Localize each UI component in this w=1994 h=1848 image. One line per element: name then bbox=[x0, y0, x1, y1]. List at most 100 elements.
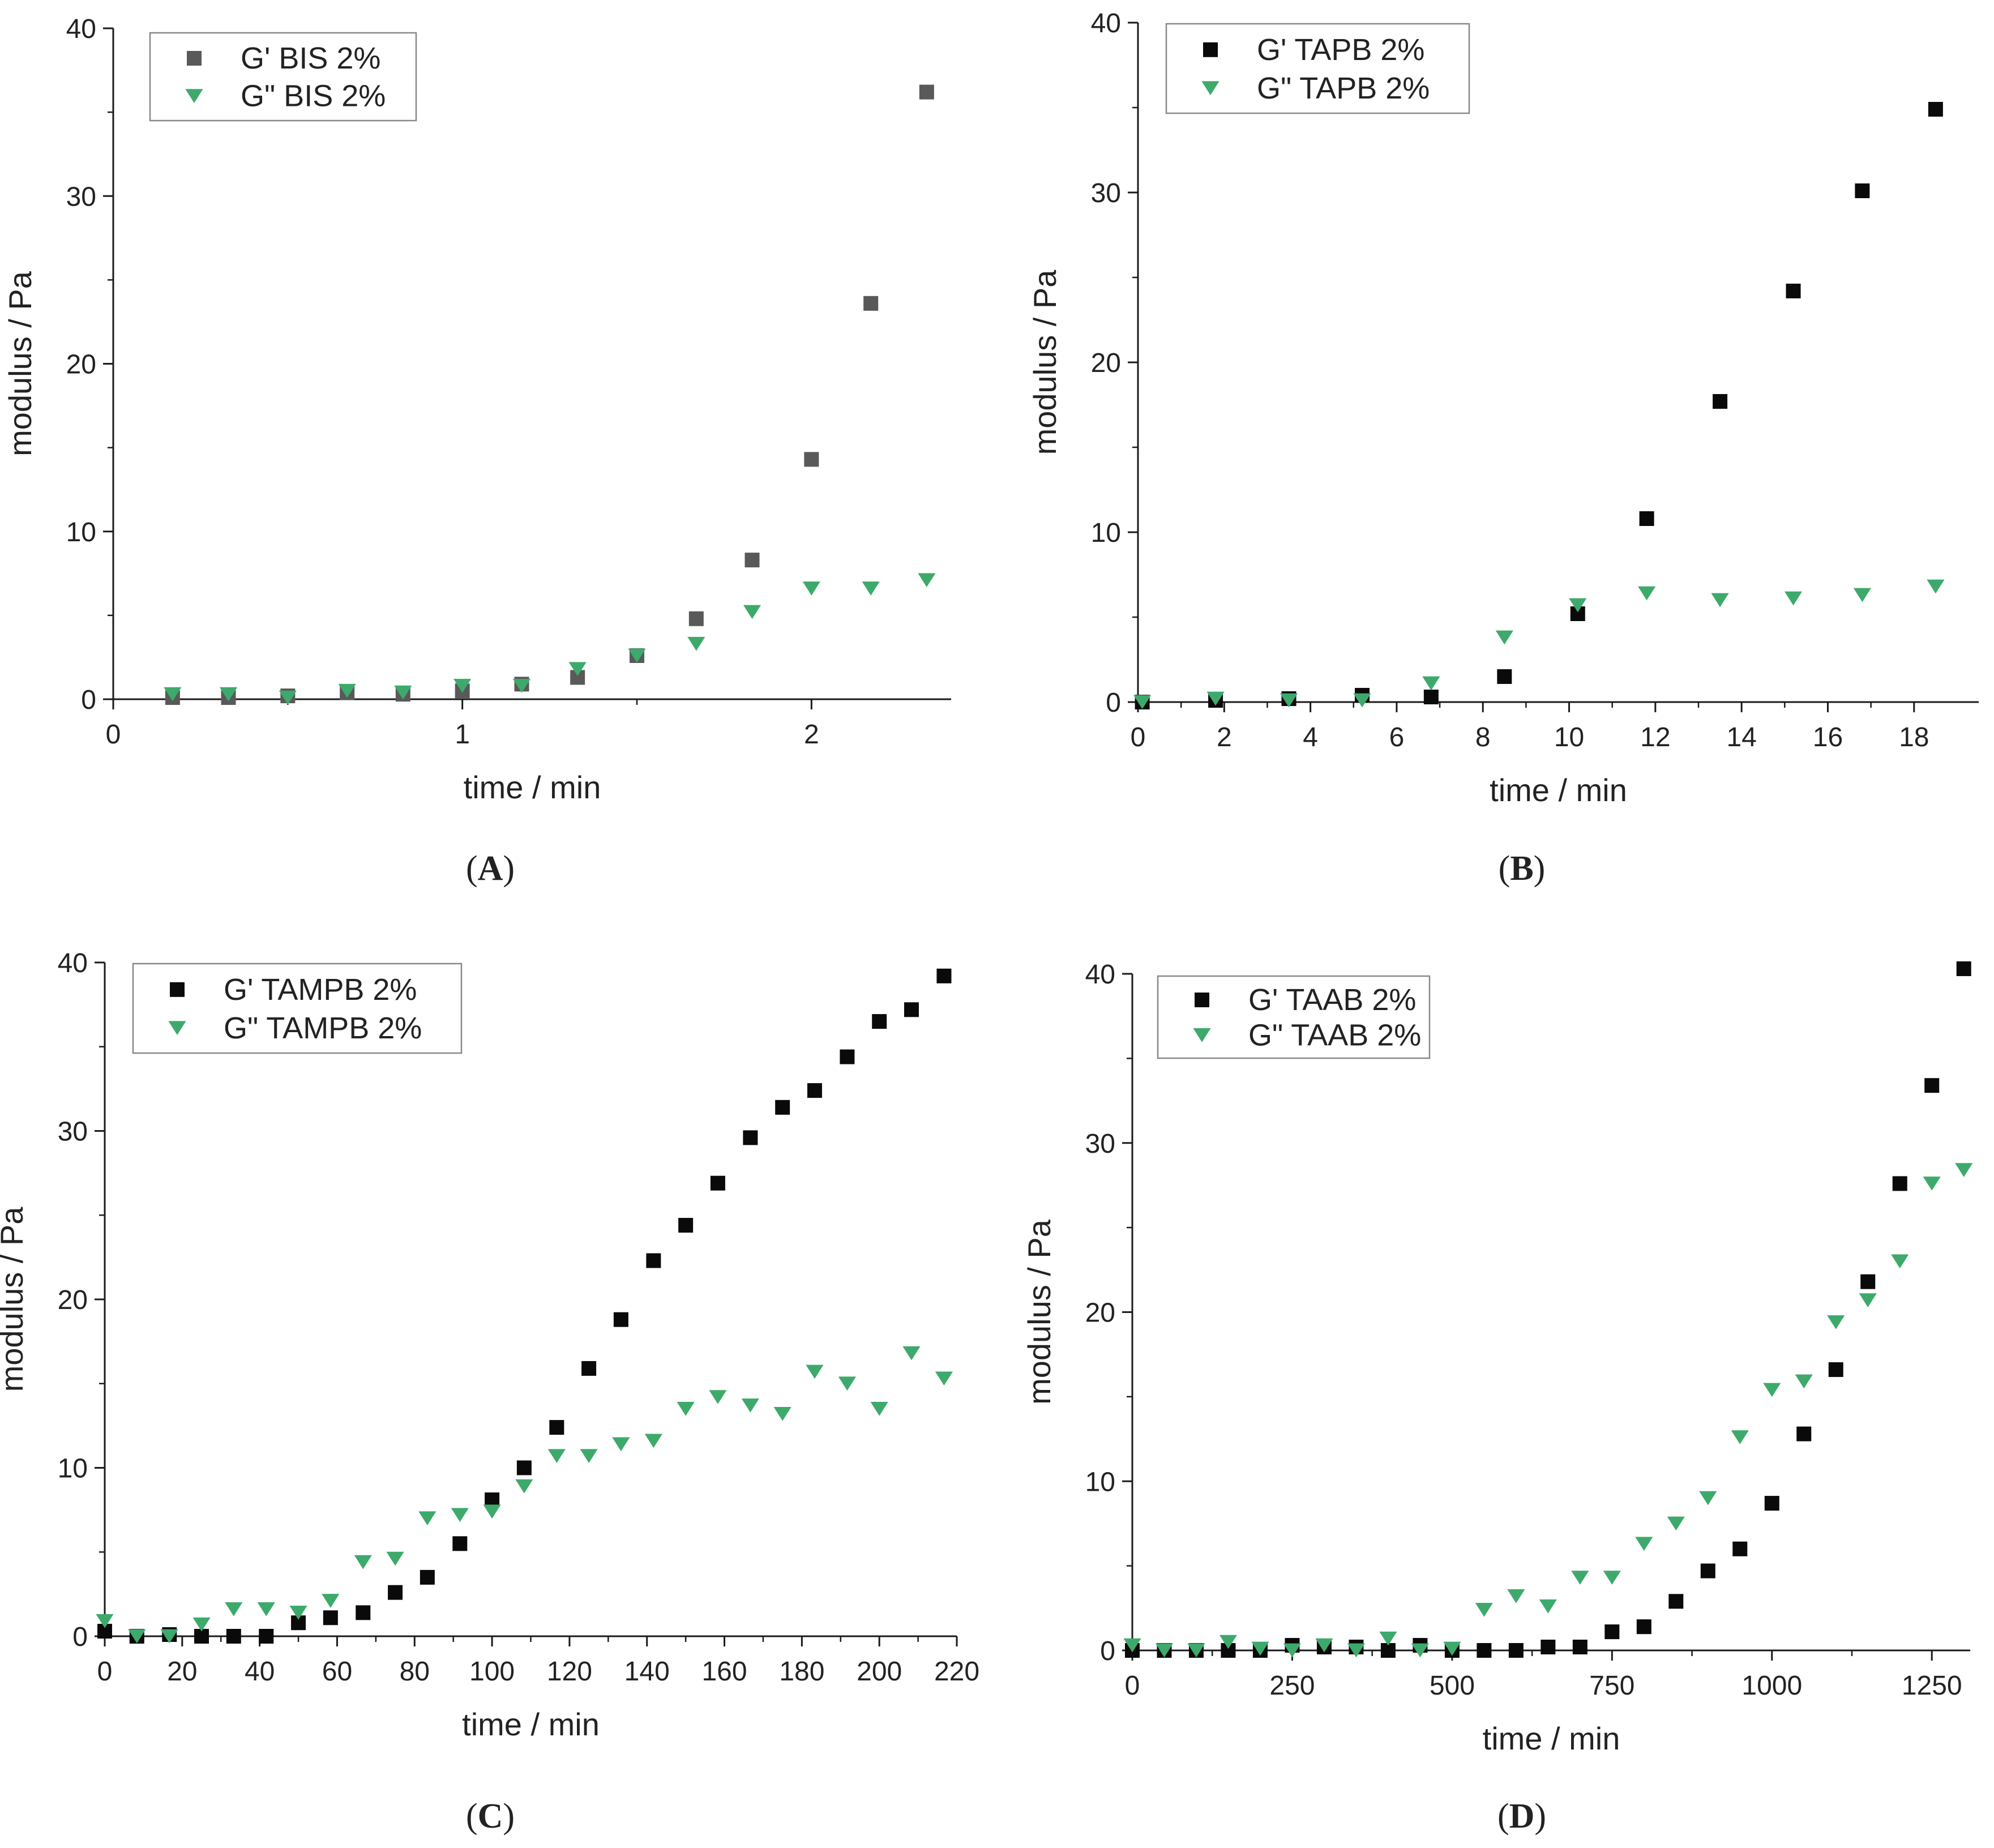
data-point bbox=[935, 1371, 953, 1386]
x-tick-label: 2 bbox=[1217, 722, 1232, 752]
data-point bbox=[773, 1406, 791, 1421]
x-tick-label: 6 bbox=[1389, 722, 1405, 752]
series-gprime bbox=[165, 84, 934, 705]
panel-B: (B) 0 10 20 30 40 0 2 4 6 8 10 12 14 16 18 time / min mo… bbox=[1027, 8, 1979, 888]
data-point bbox=[1604, 1624, 1620, 1640]
panel-D: (D) 0 10 20 30 40 0 250 500 750 1000 1250 time / mi… bbox=[1021, 960, 1973, 1836]
data-point bbox=[807, 1083, 822, 1098]
data-point bbox=[710, 1175, 725, 1191]
data-point bbox=[259, 1629, 274, 1644]
x-tick-label: 0 bbox=[106, 720, 121, 750]
data-point bbox=[547, 1449, 566, 1464]
x-tick-label: 0 bbox=[1125, 1671, 1140, 1701]
data-point bbox=[279, 690, 297, 705]
data-point bbox=[904, 1002, 919, 1017]
data-point bbox=[1572, 1640, 1588, 1655]
data-point bbox=[580, 1449, 598, 1464]
data-point bbox=[1892, 1176, 1907, 1191]
data-point bbox=[1796, 1426, 1812, 1441]
panel-A: (A) 0 10 20 30 40 0 1 2 time / min modulus / Pa G'… bbox=[2, 14, 951, 888]
data-point bbox=[1763, 1383, 1781, 1397]
series-gprime bbox=[97, 968, 952, 1644]
data-point bbox=[1475, 1602, 1493, 1617]
axes-D: 0 10 20 30 40 0 250 500 750 1000 1250 time / min mod… bbox=[1021, 960, 1970, 1756]
data-point bbox=[840, 1049, 855, 1064]
data-point bbox=[1133, 695, 1152, 709]
x-axis-label: time / min bbox=[464, 769, 601, 805]
panel-label-close: ) bbox=[503, 849, 515, 888]
data-point bbox=[1347, 1643, 1366, 1658]
panel-label-close: ) bbox=[1534, 849, 1546, 888]
panel-label-open: ( bbox=[466, 849, 478, 888]
y-tick-label: 30 bbox=[1091, 178, 1121, 208]
data-point bbox=[919, 84, 934, 100]
axes-B: 0 10 20 30 40 0 2 4 6 8 10 12 14 16 18 time / min modulu… bbox=[1027, 8, 1979, 808]
panel-label-D: (D) bbox=[1497, 1797, 1546, 1836]
legend-C: G' TAMPB 2% G" TAMPB 2% bbox=[132, 962, 463, 1054]
legend-marker bbox=[1203, 42, 1218, 57]
series-gprime bbox=[1135, 102, 1943, 709]
data-point bbox=[568, 662, 587, 677]
legend-label: G" TAAB 2% bbox=[1248, 1018, 1421, 1052]
y-tick-label: 0 bbox=[1100, 1636, 1115, 1666]
x-tick-label: 250 bbox=[1269, 1671, 1315, 1701]
data-point bbox=[1251, 1641, 1269, 1656]
data-point bbox=[1928, 102, 1943, 117]
series-gdoubleprime bbox=[164, 573, 936, 705]
data-point bbox=[1859, 1293, 1877, 1307]
data-point bbox=[687, 636, 705, 651]
y-tick-label: 30 bbox=[66, 182, 96, 212]
y-axis-label: modulus / Pa bbox=[0, 1207, 29, 1392]
data-point bbox=[1283, 1643, 1302, 1658]
panel-label-letter: B bbox=[1510, 849, 1533, 888]
y-tick-label: 40 bbox=[1091, 8, 1121, 38]
data-point bbox=[1497, 669, 1512, 684]
data-point bbox=[516, 1460, 532, 1475]
data-point bbox=[338, 683, 356, 698]
x-axis-label: time / min bbox=[1490, 772, 1627, 808]
data-point bbox=[1827, 1315, 1845, 1329]
data-point bbox=[644, 1434, 662, 1448]
data-point bbox=[512, 678, 531, 693]
y-tick-label: 20 bbox=[1085, 1298, 1115, 1328]
data-point bbox=[863, 296, 879, 311]
x-axis-label: time / min bbox=[1483, 1721, 1620, 1756]
series-gprime bbox=[1125, 961, 1971, 1658]
data-point bbox=[804, 452, 819, 467]
axes-C: 0 10 20 30 40 0 20 40 60 80 100 120 140 160 180 200 220 t… bbox=[0, 948, 979, 1742]
x-tick-label: 4 bbox=[1303, 722, 1318, 752]
data-point bbox=[1667, 1516, 1685, 1531]
data-point bbox=[775, 1100, 790, 1115]
data-point bbox=[936, 968, 952, 983]
data-point bbox=[219, 687, 238, 701]
x-axis-label: time / min bbox=[462, 1706, 600, 1742]
data-point bbox=[160, 1629, 178, 1644]
data-point bbox=[1700, 1563, 1715, 1578]
data-point bbox=[1443, 1641, 1461, 1656]
x-tick-label: 160 bbox=[701, 1657, 747, 1687]
series-gdoubleprime bbox=[1133, 579, 1945, 709]
x-tick-label: 500 bbox=[1430, 1671, 1475, 1701]
data-point bbox=[1411, 1643, 1429, 1658]
x-tick-label: 18 bbox=[1899, 722, 1929, 752]
data-point bbox=[394, 685, 412, 700]
y-tick-label: 20 bbox=[66, 350, 96, 380]
data-point bbox=[1219, 1635, 1238, 1649]
x-tick-label: 1000 bbox=[1741, 1671, 1802, 1701]
data-point bbox=[1923, 1177, 1941, 1191]
data-point bbox=[1123, 1638, 1141, 1653]
x-tick-label: 1 bbox=[455, 720, 470, 750]
panel-label-open: ( bbox=[1497, 1797, 1509, 1836]
data-point bbox=[1786, 284, 1801, 298]
data-point bbox=[741, 1398, 759, 1413]
data-point bbox=[1855, 183, 1870, 198]
plot-area-A bbox=[164, 84, 936, 705]
panel-C: (C) 0 10 20 30 40 0 20 40 60 80 100 120 140 160 180 200… bbox=[0, 948, 979, 1836]
data-point bbox=[257, 1602, 275, 1616]
data-point bbox=[226, 1629, 241, 1644]
panel-label-letter: A bbox=[478, 849, 503, 888]
legend-box bbox=[132, 962, 463, 1054]
data-point bbox=[1541, 1640, 1556, 1655]
data-point bbox=[1732, 1541, 1748, 1556]
